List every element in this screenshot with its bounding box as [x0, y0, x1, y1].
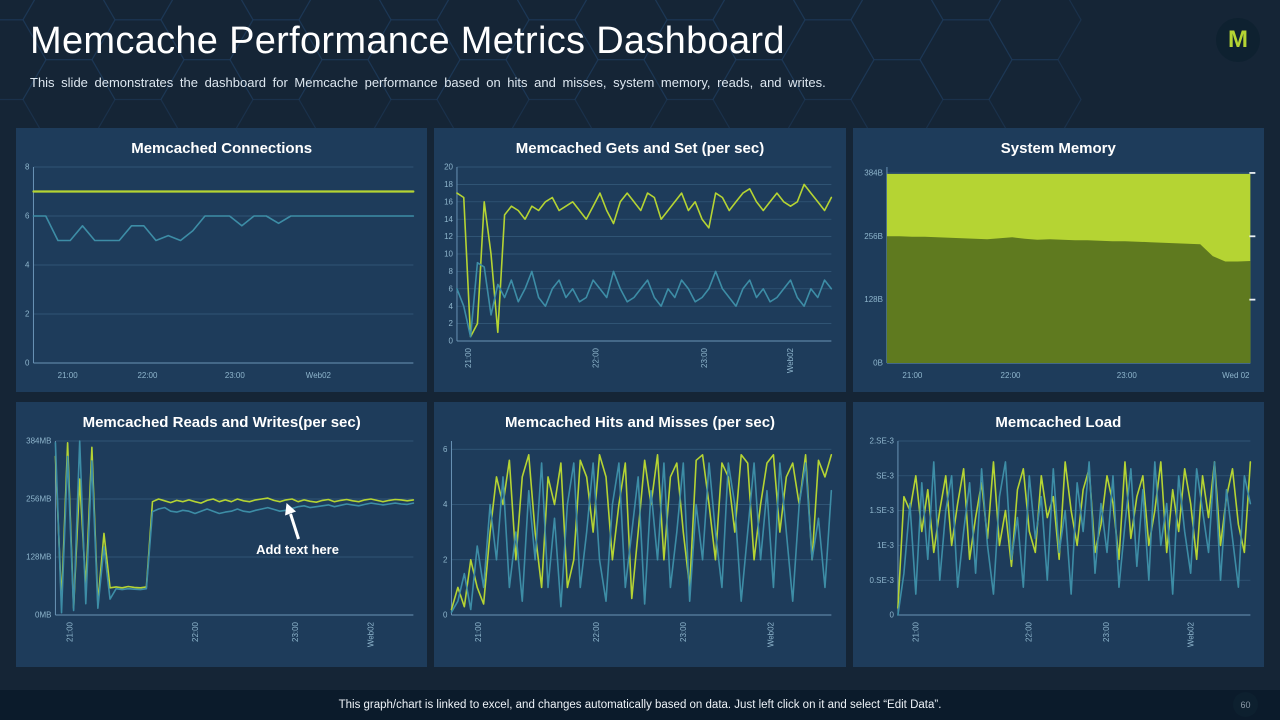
svg-text:10: 10 [444, 250, 453, 259]
chart-title-gets-set: Memcached Gets and Set (per sec) [515, 140, 765, 157]
svg-text:2: 2 [443, 555, 448, 564]
chart-title-reads-writes: Memcached Reads and Writes(per sec) [82, 414, 361, 431]
svg-text:21:00: 21:00 [465, 347, 474, 368]
svg-text:23:00: 23:00 [291, 621, 300, 642]
svg-text:4: 4 [449, 302, 454, 311]
svg-text:2.SE-3: 2.SE-3 [869, 437, 894, 446]
svg-text:Add text here: Add text here [256, 542, 339, 557]
footer-note: This graph/chart is linked to excel, and… [338, 699, 942, 711]
svg-text:22:00: 22:00 [592, 347, 601, 368]
brand-logo: M [1216, 18, 1260, 62]
svg-text:16: 16 [444, 197, 453, 206]
svg-text:128MB: 128MB [26, 553, 51, 562]
charts-grid: Memcached Connections 0 2 4 6 8 21:00 22:00 23:… [16, 128, 1264, 667]
chart-title-system-memory: System Memory [1000, 140, 1116, 157]
chart-memcached-load[interactable]: 0 0.SE-3 1E-3 1.SE-3 SE-3 2.SE-3 21:00 22:00 23:… [853, 433, 1264, 661]
svg-text:256B: 256B [864, 232, 883, 241]
svg-text:256MB: 256MB [26, 495, 51, 504]
svg-text:22:00: 22:00 [1000, 371, 1021, 380]
svg-text:21:00: 21:00 [902, 371, 923, 380]
svg-text:21:00: 21:00 [911, 621, 920, 642]
chart-panel-system-memory: System Memory 0B 128B 256B 384B 21:00 22:00 23… [852, 128, 1264, 392]
svg-text:22:00: 22:00 [137, 371, 158, 380]
svg-text:6: 6 [25, 212, 30, 221]
svg-text:23:00: 23:00 [1102, 621, 1111, 642]
chart-panel-gets-set: Memcached Gets and Set (per sec) 0 2 4 6 8 10… [434, 128, 846, 392]
svg-text:Web02: Web02 [786, 347, 795, 373]
svg-text:12: 12 [444, 232, 453, 241]
svg-text:22:00: 22:00 [191, 621, 200, 642]
svg-text:0MB: 0MB [35, 611, 51, 620]
svg-text:384B: 384B [864, 169, 883, 178]
chart-memcached-reads-writes[interactable]: 0MB 128MB 256MB 384MB 21:00 22:00 23:00 Web02 Ad… [16, 433, 427, 661]
chart-title-load: Memcached Load [995, 414, 1122, 431]
svg-text:21:00: 21:00 [58, 371, 79, 380]
svg-text:23:00: 23:00 [1116, 371, 1137, 380]
subtitle: This slide demonstrates the dashboard fo… [30, 75, 826, 90]
svg-text:18: 18 [444, 180, 453, 189]
header: Memcache Performance Metrics Dashboard T… [0, 0, 1280, 90]
svg-text:4: 4 [443, 500, 448, 509]
chart-panel-connections: Memcached Connections 0 2 4 6 8 21:00 22:00 23:… [16, 128, 428, 392]
svg-text:0: 0 [443, 611, 448, 620]
svg-text:22:00: 22:00 [1024, 621, 1033, 642]
svg-text:0B: 0B [873, 359, 883, 368]
svg-text:4: 4 [25, 261, 30, 270]
svg-text:23:00: 23:00 [700, 347, 709, 368]
svg-text:1E-3: 1E-3 [877, 541, 894, 550]
svg-text:Web02: Web02 [366, 621, 375, 647]
svg-text:384MB: 384MB [26, 437, 51, 446]
svg-text:2: 2 [25, 310, 30, 319]
chart-panel-load: Memcached Load 0 0.SE-3 1E-3 1.SE-3 SE-3 2.SE… [852, 402, 1264, 667]
svg-text:0.SE-3: 0.SE-3 [869, 576, 894, 585]
svg-text:23:00: 23:00 [225, 371, 246, 380]
svg-text:22:00: 22:00 [592, 621, 601, 642]
svg-text:0: 0 [889, 611, 894, 620]
svg-text:8: 8 [449, 267, 454, 276]
svg-text:14: 14 [444, 215, 453, 224]
page-number: 60 [1240, 699, 1251, 710]
svg-text:0: 0 [25, 359, 30, 368]
chart-system-memory[interactable]: 0B 128B 256B 384B 21:00 22:00 23:00 Wed 02 [853, 159, 1264, 387]
svg-text:1.SE-3: 1.SE-3 [869, 506, 894, 515]
chart-title-connections: Memcached Connections [131, 140, 313, 157]
page-title: Memcache Performance Metrics Dashboard [30, 20, 785, 62]
svg-text:2: 2 [449, 319, 454, 328]
logo-letter: M [1228, 26, 1248, 53]
footer-bar: This graph/chart is linked to excel, and… [0, 690, 1280, 720]
chart-panel-hits-misses: Memcached Hits and Misses (per sec) 0 2 4 6… [434, 402, 846, 667]
svg-text:8: 8 [25, 163, 30, 172]
svg-text:0: 0 [449, 337, 454, 346]
chart-memcached-gets-set[interactable]: 0 2 4 6 8 10 12 14 16 18 20 21:00 22:00 23:00 Web02 [434, 159, 845, 387]
chart-title-hits-misses: Memcached Hits and Misses (per sec) [504, 414, 776, 431]
svg-text:23:00: 23:00 [680, 621, 689, 642]
svg-text:20: 20 [444, 163, 453, 172]
chart-memcached-connections[interactable]: 0 2 4 6 8 21:00 22:00 23:00 Web02 [16, 159, 427, 387]
svg-text:21:00: 21:00 [474, 621, 483, 642]
chart-panel-reads-writes: Memcached Reads and Writes(per sec) 0MB 1… [16, 402, 428, 667]
svg-text:Web02: Web02 [1186, 621, 1195, 647]
svg-text:6: 6 [449, 284, 454, 293]
svg-text:21:00: 21:00 [66, 621, 75, 642]
svg-text:128B: 128B [864, 295, 883, 304]
svg-text:Web02: Web02 [306, 371, 332, 380]
svg-text:SE-3: SE-3 [876, 471, 894, 480]
svg-text:6: 6 [443, 445, 448, 454]
svg-text:Web02: Web02 [767, 621, 776, 647]
svg-text:Wed 02: Wed 02 [1222, 371, 1250, 380]
page-number-badge: 60 [1233, 692, 1258, 717]
chart-memcached-hits-misses[interactable]: 0 2 4 6 21:00 22:00 23:00 Web02 [434, 433, 845, 661]
